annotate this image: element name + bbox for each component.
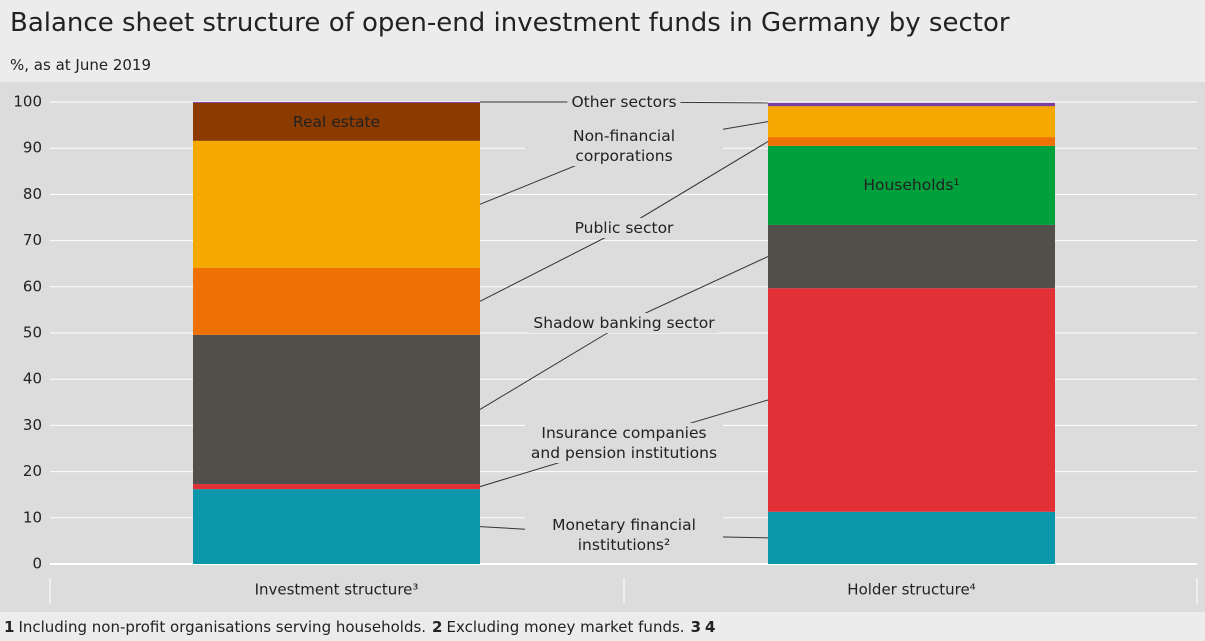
leader-line bbox=[479, 322, 625, 410]
series-label: Shadow banking sector bbox=[529, 313, 719, 333]
bar-segment bbox=[193, 334, 480, 485]
bar-segment bbox=[768, 106, 1055, 138]
series-label: Monetary financial institutions² bbox=[525, 515, 723, 555]
bar-segment bbox=[193, 140, 480, 268]
y-tick-label: 50 bbox=[23, 324, 42, 342]
bar-segment bbox=[768, 224, 1055, 289]
y-tick-label: 70 bbox=[23, 231, 42, 249]
bar-segment bbox=[193, 489, 480, 564]
bar-segment bbox=[768, 145, 1055, 225]
bar-segment bbox=[768, 102, 1055, 107]
y-tick-label: 40 bbox=[23, 370, 42, 388]
series-label: Insurance companies and pension institut… bbox=[525, 423, 723, 463]
leader-line bbox=[623, 141, 769, 229]
series-label: Other sectors bbox=[567, 92, 681, 112]
segment-label: Households¹ bbox=[863, 176, 960, 195]
segment-label: Real estate bbox=[292, 112, 381, 131]
bar-segment bbox=[193, 267, 480, 335]
footnote-number: 1 bbox=[4, 618, 15, 636]
leader-line bbox=[623, 256, 769, 324]
footnote-text: Including non-profit organisations servi… bbox=[18, 618, 427, 636]
y-tick-label: 20 bbox=[23, 462, 42, 480]
series-label: Non-financial corporations bbox=[525, 126, 723, 166]
footnotes: 1 Including non-profit organisations serv… bbox=[4, 618, 719, 636]
x-tick-label: Investment structure³ bbox=[255, 581, 419, 599]
bar-segment bbox=[768, 137, 1055, 146]
y-tick-label: 60 bbox=[23, 277, 42, 295]
y-tick-label: 10 bbox=[23, 508, 42, 526]
bar-segment bbox=[193, 102, 480, 141]
footnote-number: 3 bbox=[690, 618, 701, 636]
leader-line bbox=[479, 227, 625, 302]
y-tick-label: 100 bbox=[13, 93, 42, 111]
series-label: Public sector bbox=[570, 218, 678, 238]
footnote-number: 2 bbox=[432, 618, 443, 636]
chart-subtitle: %, as at June 2019 bbox=[10, 56, 152, 74]
y-tick-label: 30 bbox=[23, 416, 42, 434]
bar-segment bbox=[768, 511, 1055, 564]
footnote-number: 4 bbox=[705, 618, 716, 636]
x-tick-label: Holder structure⁴ bbox=[847, 581, 975, 599]
bar-segment bbox=[193, 484, 480, 490]
footnote-text: Excluding money market funds. bbox=[446, 618, 685, 636]
bar-segment bbox=[193, 102, 480, 103]
bar-segment bbox=[768, 288, 1055, 512]
y-tick-label: 90 bbox=[23, 139, 42, 157]
y-tick-label: 80 bbox=[23, 185, 42, 203]
y-tick-label: 0 bbox=[32, 555, 42, 573]
chart-title: Balance sheet structure of open-end inve… bbox=[10, 8, 1010, 38]
